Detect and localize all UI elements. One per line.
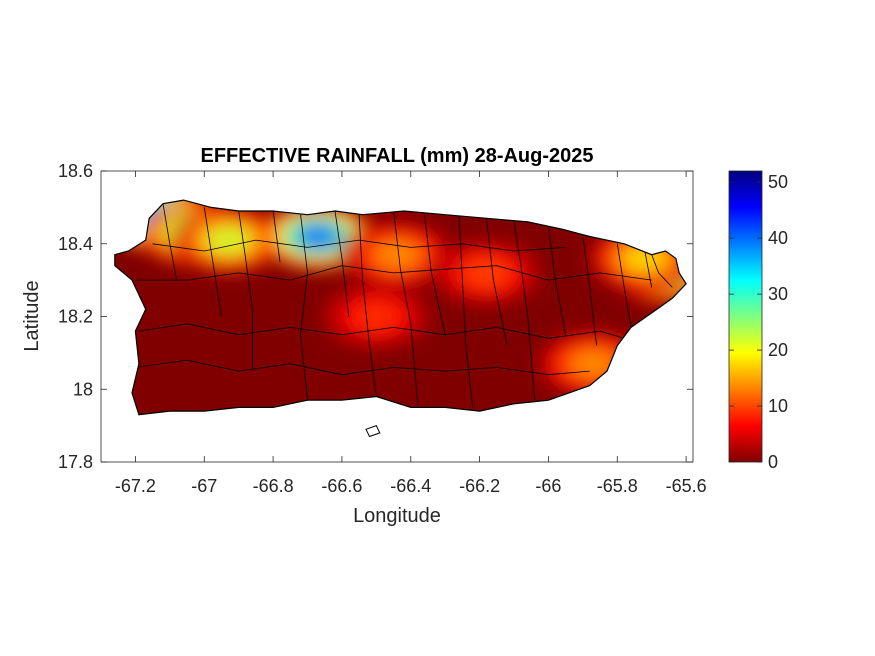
y-tick-label: 18 — [73, 379, 93, 399]
colorbar-ticks: 0 10 20 30 40 50 — [729, 172, 788, 472]
municipality-boundary-9 — [458, 214, 474, 408]
y-axis: 17.8 18 18.2 18.4 18.6 — [58, 161, 693, 472]
x-tick-label: -65.8 — [597, 476, 638, 496]
rainfall-hotspots — [114, 200, 687, 398]
municipality-boundary-4 — [300, 214, 308, 401]
municipality-boundary-12 — [548, 225, 567, 335]
island-coastline — [114, 199, 687, 416]
municipality-boundary-14 — [616, 243, 632, 328]
y-tick-label: 17.8 — [58, 452, 93, 472]
colorbar-tick-label: 0 — [768, 452, 778, 472]
municipality-boundary-3 — [272, 210, 281, 262]
x-tick-label: -66.2 — [459, 476, 500, 496]
y-axis-label: Latitude — [21, 280, 43, 351]
municipality-boundary-19 — [152, 239, 566, 252]
colorbar-tick-label: 40 — [768, 228, 788, 248]
island-heatmap — [114, 200, 687, 415]
x-tick-label: -66.4 — [390, 476, 431, 496]
municipality-boundary-11 — [513, 221, 536, 401]
municipality-boundary-17 — [138, 323, 625, 339]
hotspot-2-level-3 — [205, 226, 251, 254]
municipality-boundary-13 — [582, 236, 597, 346]
colorbar-tick-label: 30 — [768, 284, 788, 304]
small-island — [365, 424, 381, 438]
municipality-boundary-18 — [135, 359, 590, 376]
colorbar — [728, 170, 763, 463]
hotspot-9-level-3 — [353, 303, 399, 330]
municipality-boundary-1 — [203, 207, 222, 317]
y-tick-label: 18.2 — [58, 307, 93, 327]
colorbar-tick-label: 10 — [768, 396, 788, 416]
municipality-boundary-10 — [486, 218, 508, 346]
municipality-boundary-6 — [358, 214, 377, 397]
x-tick-label: -66.8 — [253, 476, 294, 496]
municipality-boundary-2 — [238, 210, 253, 372]
x-tick-label: -66 — [535, 476, 561, 496]
x-axis: -67.2 -67 -66.8 -66.6 -66.4 -66.2 -66 -65.8 -65.… — [115, 171, 707, 496]
hotspot-8-level-3 — [570, 350, 616, 378]
municipality-boundary-7 — [393, 210, 419, 404]
x-axis-label: Longitude — [353, 505, 441, 527]
municipality-boundary-15 — [644, 250, 653, 288]
municipality-boundaries — [135, 203, 673, 408]
municipality-boundary-20 — [651, 254, 673, 288]
municipality-boundary-0 — [162, 203, 178, 281]
y-tick-label: 18.6 — [58, 161, 93, 181]
municipality-boundary-16 — [135, 265, 652, 281]
x-tick-label: -67 — [191, 476, 217, 496]
x-tick-label: -65.6 — [666, 476, 707, 496]
colorbar-tick-label: 20 — [768, 340, 788, 360]
hotspot-5-level-3 — [463, 259, 510, 287]
colorbar-tick-label: 50 — [768, 172, 788, 192]
x-tick-label: -66.6 — [321, 476, 362, 496]
municipality-boundary-8 — [424, 214, 446, 335]
chart-title: EFFECTIVE RAINFALL (mm) 28-Aug-2025 — [200, 145, 593, 167]
municipality-boundary-5 — [334, 210, 350, 317]
hotspot-3-level-3 — [295, 223, 341, 250]
hotspot-4-level-3 — [374, 241, 420, 269]
x-tick-label: -67.2 — [115, 476, 156, 496]
y-tick-label: 18.4 — [58, 234, 93, 254]
